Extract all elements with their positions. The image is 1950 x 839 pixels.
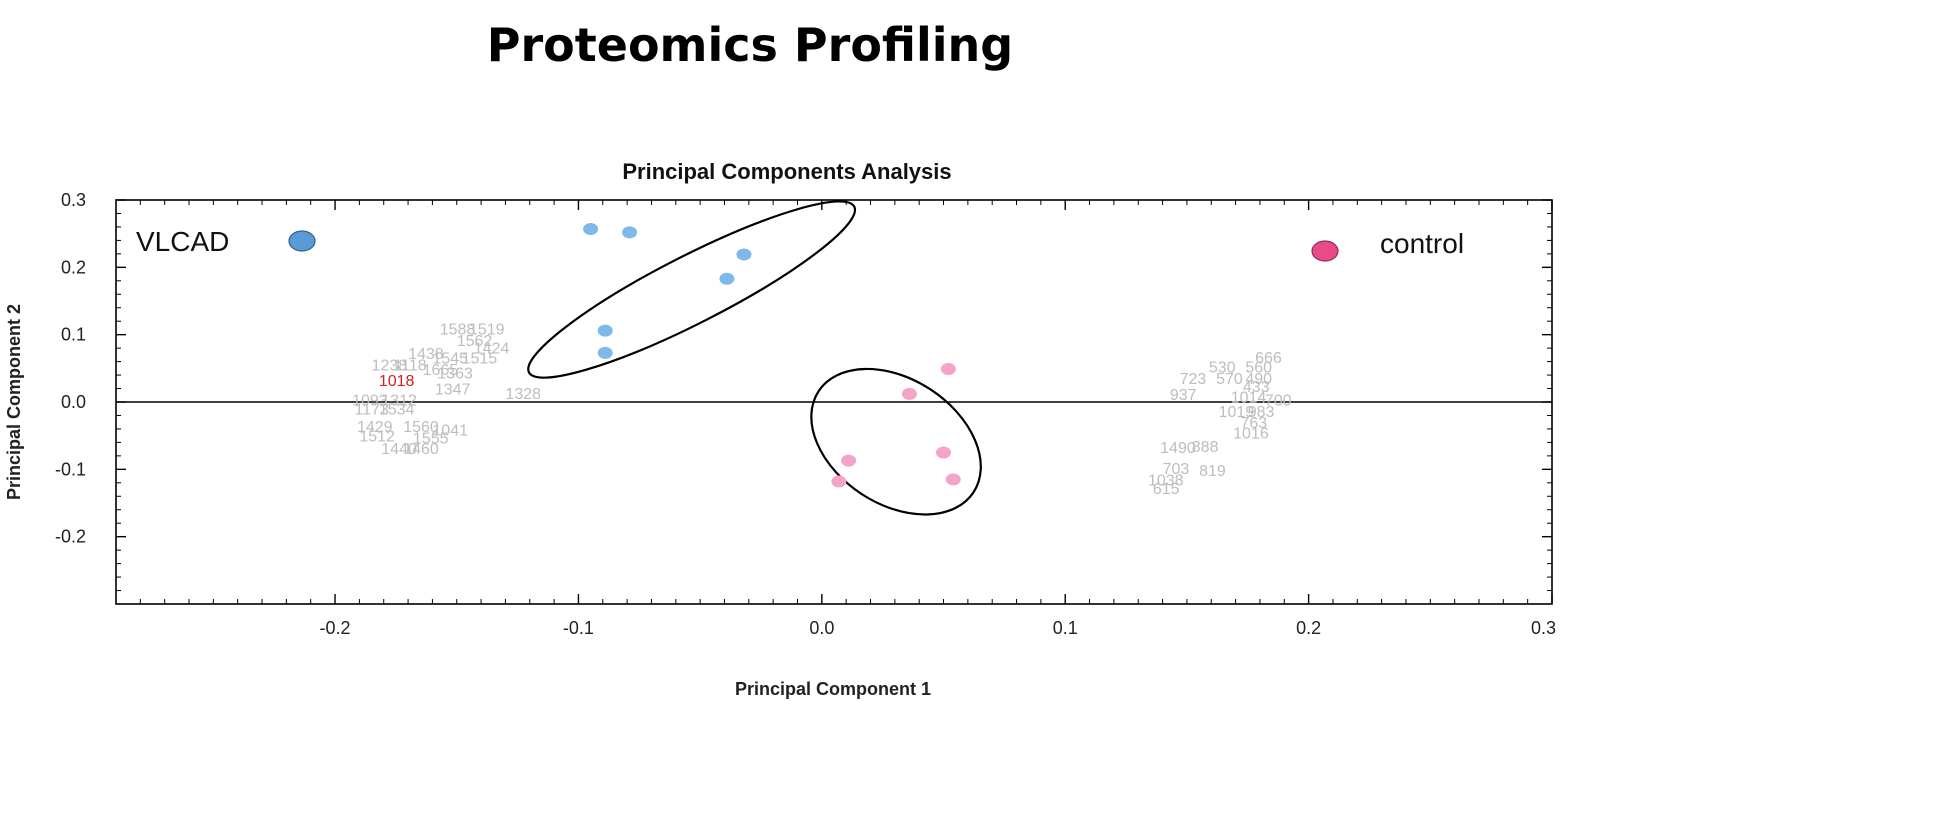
loading-label: 1093 — [352, 392, 388, 409]
legend-label: VLCAD — [136, 226, 229, 257]
x-tick-label: 0.2 — [1296, 618, 1321, 638]
x-tick-label: -0.2 — [320, 618, 351, 638]
y-tick-label: 0.0 — [61, 392, 86, 412]
minor-ticks — [115, 200, 1552, 604]
loading-label: 1460 — [403, 441, 439, 458]
loading-label: 1438 — [408, 346, 444, 363]
y-axis-ticks: -0.2 -0.1 0.0 0.1 0.2 0.3 — [55, 190, 1552, 547]
loading-label: 1173 — [355, 402, 390, 419]
loading-label: 1424 — [474, 340, 510, 357]
loading-label: 1519 — [469, 322, 505, 339]
data-point — [597, 324, 613, 337]
loading-label: 703 — [1163, 461, 1190, 478]
y-tick-label: -0.1 — [55, 459, 86, 479]
legend-swatch — [1311, 240, 1339, 262]
loading-label: 1588 — [440, 322, 476, 339]
data-point — [945, 473, 961, 486]
group-ellipses — [527, 200, 982, 516]
loading-label: 1555 — [413, 431, 449, 448]
data-point — [622, 226, 638, 239]
data-point — [736, 248, 752, 261]
loading-label: 937 — [1170, 387, 1197, 404]
legend-label: control — [1380, 228, 1464, 259]
loading-label: 570 — [1216, 371, 1243, 388]
loading-label: 700 — [1265, 392, 1292, 409]
legend: VLCAD control — [136, 226, 1464, 262]
loading-label: 1440 — [381, 441, 417, 458]
data-point — [597, 346, 613, 359]
data-point — [583, 222, 599, 235]
loading-label: 1041 — [432, 423, 468, 440]
loading-label: 530 — [1209, 359, 1236, 376]
loading-label: 1363 — [437, 365, 473, 382]
plot-area: -0.2 -0.1 0.0 0.1 0.2 0.3 -0.2 -0.1 0.0 0.1 0.2 0.… — [55, 190, 1556, 638]
loading-label: 1347 — [435, 382, 471, 399]
loading-label: 1038 — [1148, 472, 1184, 489]
y-axis-title: Principal Component 2 — [4, 304, 24, 500]
loading-label: 1560 — [403, 419, 439, 436]
data-point — [901, 387, 917, 400]
loading-label: 983 — [1248, 404, 1275, 421]
chart-title: Principal Components Analysis — [622, 159, 951, 184]
loading-label: 1014 — [1231, 390, 1267, 407]
loading-label: 1534 — [379, 402, 415, 419]
y-tick-label: 0.1 — [61, 325, 86, 345]
loading-label: 433 — [1243, 379, 1270, 396]
loading-label: 666 — [1255, 350, 1282, 367]
loading-label: 723 — [1180, 371, 1207, 388]
data-point — [831, 475, 847, 488]
page-title: Proteomics Profiling — [486, 18, 1014, 72]
loading-label: 1665 — [423, 362, 459, 379]
loading-label: 1562 — [457, 333, 493, 350]
loading-label: 490 — [1245, 371, 1272, 388]
loading-label: 1545 — [432, 351, 468, 368]
x-tick-label: -0.1 — [563, 618, 594, 638]
loading-label: 1118 — [393, 357, 426, 374]
loading-label: 1490 — [1160, 440, 1196, 457]
loading-label: 888 — [1192, 439, 1219, 456]
data-point — [719, 272, 735, 285]
loading-label: 1312 — [381, 392, 417, 409]
x-tick-label: 0.0 — [809, 618, 834, 638]
loading-label: 1328 — [505, 386, 541, 403]
x-tick-label: 0.3 — [1531, 618, 1556, 638]
data-point — [936, 446, 952, 459]
loading-label: 763 — [1240, 415, 1267, 432]
loading-label: 1429 — [357, 419, 393, 436]
group-ellipse — [527, 200, 857, 379]
data-points — [583, 222, 961, 488]
x-tick-label: 0.1 — [1053, 618, 1078, 638]
loading-label: 615 — [1153, 481, 1180, 498]
y-tick-label: 0.3 — [61, 190, 86, 210]
loading-label: 560 — [1245, 359, 1272, 376]
legend-swatch — [288, 230, 316, 252]
data-point — [841, 454, 857, 467]
loading-label: 1512 — [359, 429, 395, 446]
loading-label: 1515 — [462, 351, 498, 368]
x-axis-ticks: -0.2 -0.1 0.0 0.1 0.2 0.3 — [320, 200, 1556, 638]
loading-label: 1238 — [372, 357, 408, 374]
loading-label: 819 — [1199, 463, 1226, 480]
loading-label: 1016 — [1233, 425, 1269, 442]
x-axis-title: Principal Component 1 — [735, 679, 931, 699]
y-tick-label: -0.2 — [55, 527, 86, 547]
loading-label: 1018 — [379, 373, 415, 390]
data-point — [940, 363, 956, 376]
loading-label: 1019 — [1219, 404, 1255, 421]
group-ellipse — [810, 367, 982, 516]
y-tick-label: 0.2 — [61, 257, 86, 277]
